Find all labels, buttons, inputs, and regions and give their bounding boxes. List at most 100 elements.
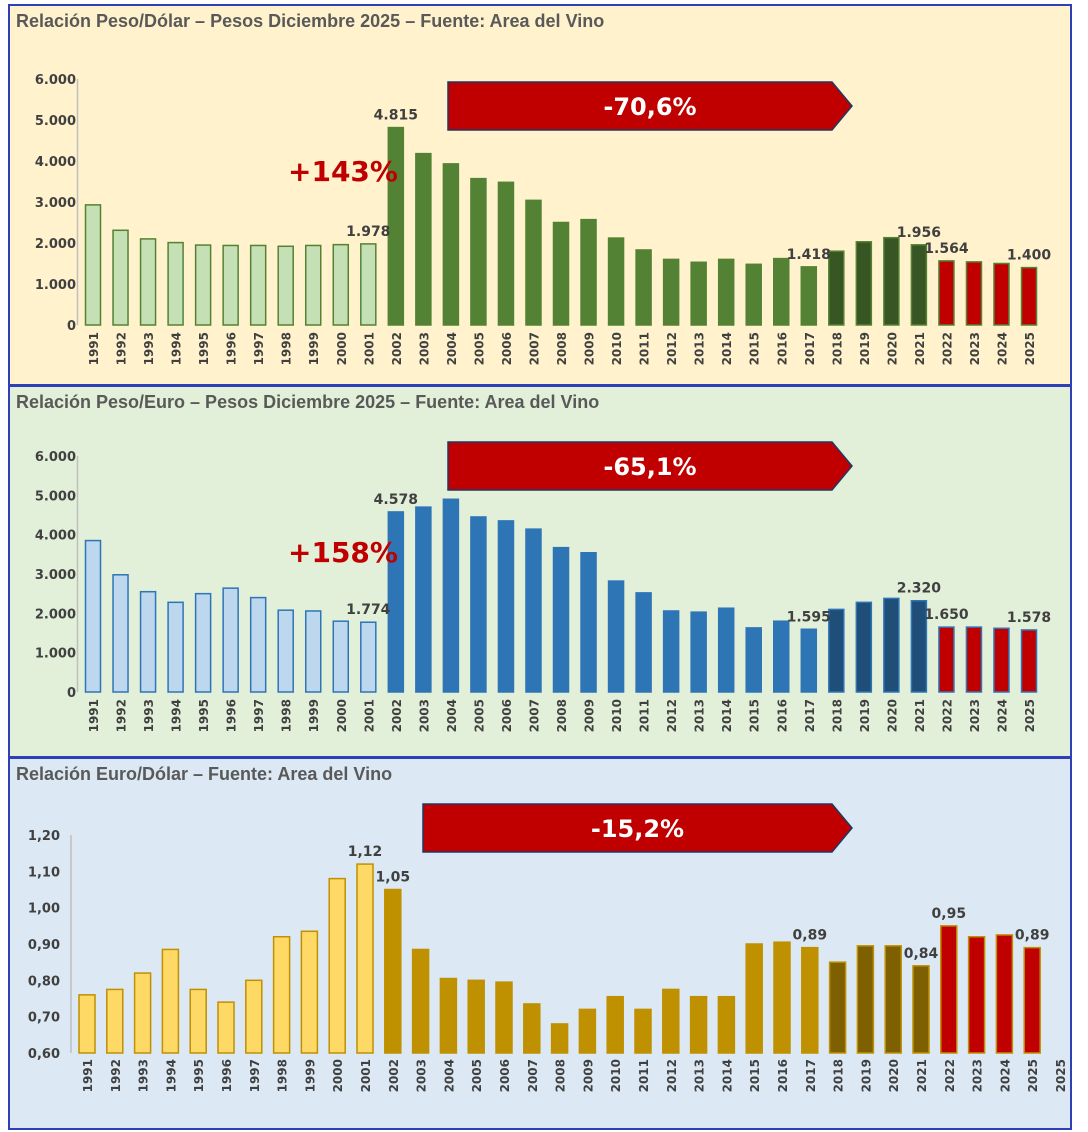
y-tick-label: 3.000 [35,568,76,583]
x-tick-label: 2009 [583,699,597,732]
x-tick-label: 1999 [307,699,321,732]
x-tick-label: 2002 [390,332,404,365]
chart-title: Relación Peso/Dólar – Pesos Diciembre 20… [16,11,605,31]
x-tick-label: 2007 [526,1059,540,1092]
x-tick-label: 2010 [610,332,624,365]
x-tick-label: 1996 [225,332,239,365]
x-tick-label: 1997 [252,332,266,365]
x-tick-label: 2023 [971,1059,985,1092]
bar-2003 [411,948,430,1054]
bar-2007 [525,199,542,326]
arrow-banner [447,441,853,491]
bar-2021 [910,599,928,693]
bar-2002 [387,511,405,693]
bar-1999 [304,610,322,693]
x-tick-label: 2021 [915,1059,929,1092]
bar-2001 [356,863,374,1054]
bar-2014 [717,995,736,1054]
bar-2006 [497,181,515,326]
data-label: 0,89 [1015,928,1050,944]
chart-panel-peso-dolar: Relación Peso/Dólar – Pesos Diciembre 20… [8,4,1072,386]
bar-1992 [112,229,129,326]
x-tick-label: 2008 [555,332,569,365]
bar-2022 [938,626,955,693]
data-label: 1.774 [346,602,391,618]
bar-2010 [606,995,624,1054]
x-tick-label: 2016 [775,332,789,365]
bar-2008 [552,546,570,693]
x-tick-label: 2007 [527,332,541,365]
bar-2005 [470,516,487,693]
x-tick-label: 1996 [220,1059,234,1092]
bar-1995 [189,988,207,1054]
data-label: 0,89 [793,928,828,944]
x-tick-label: 2006 [500,699,514,732]
x-tick-label: 2008 [555,699,569,732]
bar-2018 [828,961,847,1054]
y-tick-label: 1,00 [28,902,60,917]
bar-1991 [84,539,102,693]
bar-2004 [442,163,460,326]
bar-2020 [884,945,902,1054]
x-tick-label: 2023 [968,332,982,365]
bar-2022 [938,260,955,326]
x-tick-label: 2001 [362,699,376,732]
x-tick-label: 2011 [638,332,652,365]
y-tick-label: 0,70 [28,1011,60,1026]
y-tick-label: 2.000 [35,607,76,622]
x-tick-label: 2010 [609,1059,623,1092]
y-tick-label: 4.000 [35,155,76,170]
y-tick-label: 0 [67,686,76,701]
bar-2018 [828,250,845,326]
bar-2011 [634,1008,652,1054]
x-tick-label: 2012 [665,699,679,732]
x-tick-label: 2022 [940,699,954,732]
x-tick-label: 1994 [170,332,184,365]
arrow-banner-label: -15,2% [591,815,684,843]
bar-2024 [993,627,1010,693]
bar-2003 [415,152,432,326]
bar-2014 [717,258,735,326]
y-tick-label: 1.000 [35,278,76,293]
x-tick-label: 1993 [137,1059,151,1092]
x-tick-label: 2019 [858,699,872,732]
bar-2000 [328,877,346,1054]
y-tick-label: 5.000 [35,114,76,129]
x-tick-label: 2000 [335,332,349,365]
data-label: 1.595 [787,609,831,625]
bar-2019 [855,601,873,693]
bar-1998 [272,935,291,1054]
x-tick-label: 2025 [1023,332,1037,365]
arrow-banner-label: -70,6% [603,93,696,121]
data-label: 1.418 [787,247,831,263]
bar-1994 [167,601,184,693]
y-tick-label: 2.000 [35,237,76,252]
bar-2001 [360,243,377,326]
x-tick-label: 2025 [1023,699,1037,732]
bar-2023 [965,626,983,693]
x-tick-label: 2004 [445,332,459,365]
x-tick-label: 1997 [248,1059,262,1092]
bar-2005 [470,177,487,326]
bar-1995 [194,244,212,326]
x-tick-label: 2012 [665,332,679,365]
x-tick-label: 2019 [858,332,872,365]
x-tick-label: 2006 [498,1059,512,1092]
bar-2016 [773,257,790,326]
bar-2008 [550,1023,569,1054]
x-tick-label: 2013 [693,699,707,732]
chart-svg: 0,60 0,70 0,80 0,90 1,00 1,10 1,20 1991 1992 1993… [28,803,1068,1092]
x-tick-label: 2022 [943,1059,957,1092]
x-tick-label: 2011 [638,699,652,732]
bar-1991 [78,994,96,1054]
x-tick-label: 1992 [109,1059,123,1092]
x-tick-label: 2021 [913,332,927,365]
bar-2004 [439,977,458,1054]
bar-2001 [360,621,377,693]
bar-2012 [662,988,680,1054]
x-tick-label: 2003 [415,1059,429,1092]
x-tick-label: 1992 [115,699,129,732]
bar-2021 [910,244,928,326]
y-tick-label: 4.000 [35,529,76,544]
bar-2008 [552,221,570,326]
